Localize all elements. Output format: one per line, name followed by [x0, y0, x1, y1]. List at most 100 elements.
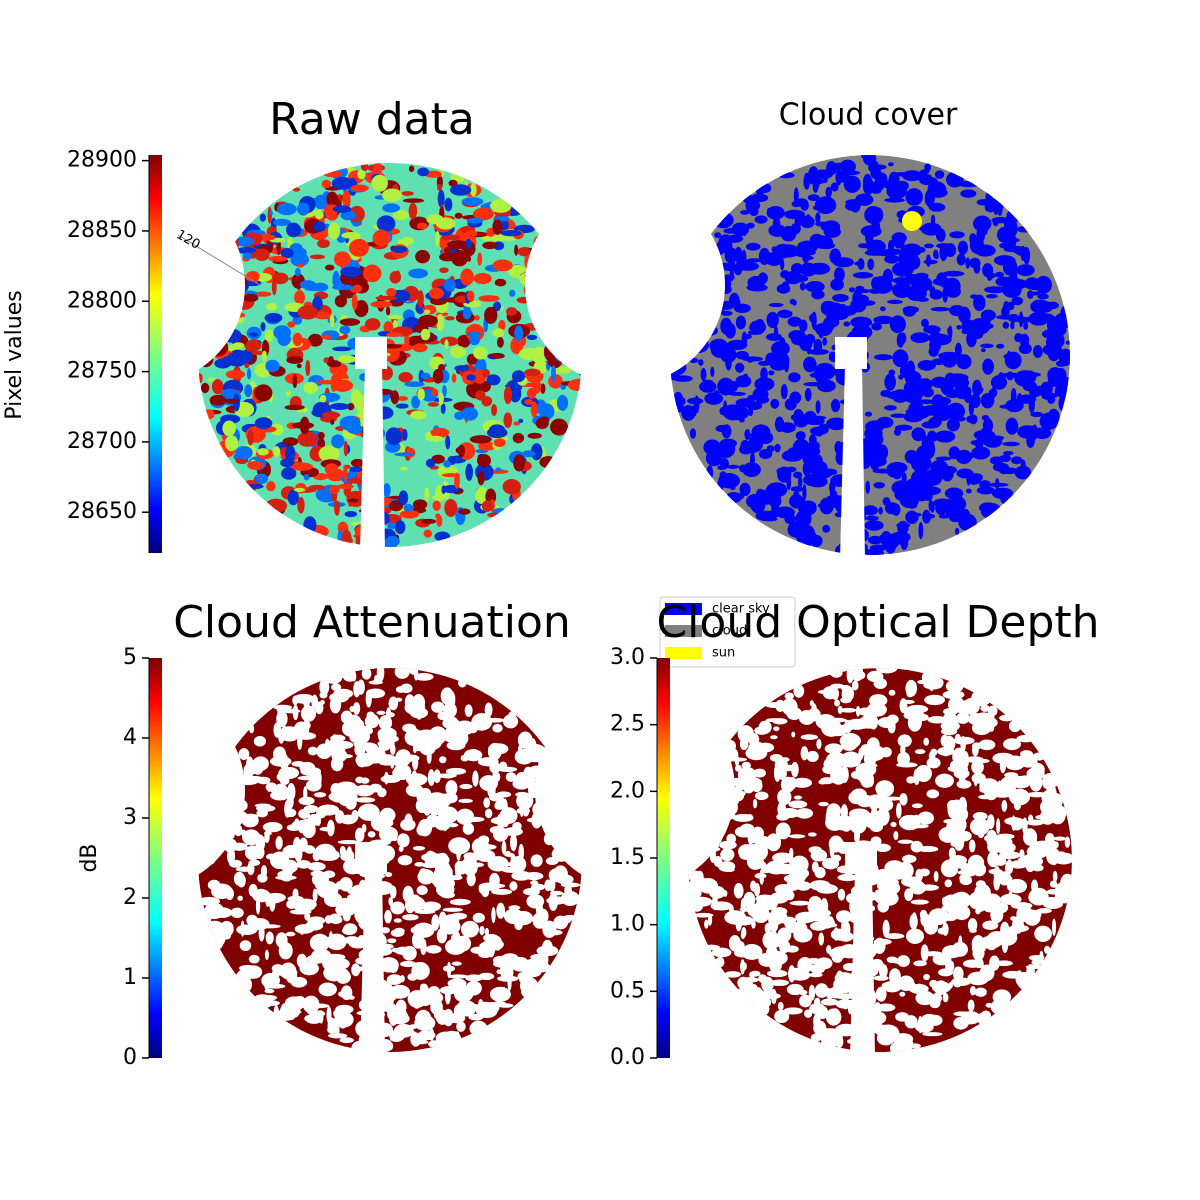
- sky-blob: [289, 860, 295, 875]
- sky-blob: [394, 520, 406, 535]
- sky-blob: [303, 381, 319, 394]
- sky-blob: [209, 394, 227, 406]
- sky-blob: [457, 678, 467, 688]
- sky-blob: [833, 946, 856, 952]
- sky-blob: [483, 797, 491, 808]
- sky-blob: [739, 444, 753, 455]
- sky-blob: [479, 925, 485, 936]
- sky-blob: [451, 961, 462, 966]
- colorbar-tick-label: 1.0: [610, 912, 645, 937]
- sky-blob: [854, 261, 864, 266]
- sky-blob: [843, 719, 852, 734]
- sky-blob: [1023, 828, 1038, 846]
- sky-blob: [768, 302, 784, 308]
- sky-blob: [436, 882, 455, 897]
- sky-blob: [795, 808, 814, 819]
- sky-blob: [350, 184, 369, 192]
- sky-blob: [265, 329, 274, 342]
- sky-blob: [493, 936, 503, 951]
- sky-blob: [296, 859, 311, 869]
- sky-blob: [722, 890, 728, 897]
- colorbar-tick-label: 28650: [67, 499, 137, 524]
- sky-blob: [525, 754, 544, 763]
- sky-blob: [728, 934, 741, 952]
- sky-blob: [512, 432, 524, 444]
- sky-blob: [789, 391, 802, 404]
- sky-blob: [1039, 412, 1059, 430]
- sky-blob: [766, 205, 785, 220]
- sky-blob: [923, 973, 930, 981]
- sky-blob: [427, 402, 439, 407]
- sky-blob: [780, 757, 790, 762]
- sky-blob: [887, 1034, 907, 1042]
- sky-blob: [420, 733, 443, 751]
- sky-blob: [272, 272, 289, 285]
- sky-blob: [235, 445, 253, 460]
- sky-blob: [448, 179, 458, 187]
- sky-blob: [430, 427, 450, 438]
- sky-blob: [479, 941, 498, 951]
- sky-blob: [313, 194, 329, 210]
- sky-blob: [291, 761, 306, 767]
- sky-blob: [382, 483, 391, 498]
- sky-blob: [768, 370, 775, 376]
- sky-blob: [952, 817, 964, 826]
- sky-blob: [443, 715, 458, 728]
- sky-blob: [758, 431, 774, 444]
- sky-blob: [746, 852, 764, 870]
- sky-blob: [809, 371, 831, 379]
- colorbar-tick-label: 0.5: [610, 978, 645, 1003]
- sky-blob: [261, 350, 267, 363]
- sky-blob: [999, 454, 1012, 463]
- sky-blob: [927, 181, 947, 198]
- sky-blob: [744, 428, 751, 440]
- sky-blob: [940, 859, 959, 878]
- sky-blob: [751, 919, 756, 929]
- sky-blob: [853, 294, 870, 303]
- sky-blob: [673, 391, 684, 407]
- sky-blob: [526, 387, 537, 399]
- sky-blob: [807, 476, 828, 488]
- sky-blob: [328, 484, 340, 494]
- sky-blob: [742, 777, 756, 794]
- sky-blob: [1030, 291, 1041, 296]
- sky-blob: [850, 316, 873, 329]
- sky-blob: [1023, 909, 1041, 926]
- sky-blob: [892, 172, 912, 177]
- sky-blob: [476, 453, 491, 468]
- sky-blob: [972, 812, 988, 821]
- sky-blob: [374, 674, 379, 683]
- sky-blob: [421, 518, 437, 524]
- sky-blob: [449, 734, 459, 745]
- sky-blob: [841, 305, 857, 316]
- sky-blob: [456, 1021, 466, 1032]
- sky-blob: [906, 928, 925, 944]
- sky-blob: [382, 188, 403, 202]
- sky-blob: [786, 983, 804, 996]
- sky-blob: [728, 904, 734, 915]
- sky-blob: [928, 500, 934, 512]
- sky-blob: [293, 693, 315, 704]
- sky-blob: [286, 899, 297, 910]
- colorbar-label: dB: [77, 843, 102, 872]
- sky-blob: [521, 450, 536, 458]
- sky-blob: [896, 180, 909, 191]
- sky-blob: [225, 369, 246, 379]
- sky-blob: [539, 403, 555, 420]
- colorbar-tick-label: 1.5: [610, 845, 645, 870]
- sky-blob: [443, 247, 452, 254]
- sky-blob: [888, 689, 896, 696]
- sky-blob: [409, 668, 418, 675]
- sky-blob: [431, 388, 439, 396]
- sky-blob: [726, 234, 744, 243]
- sky-blob: [429, 1028, 435, 1042]
- sky-blob: [897, 751, 910, 767]
- sky-blob: [466, 217, 484, 224]
- sky-blob: [815, 430, 824, 437]
- sky-blob: [517, 731, 533, 749]
- sky-blob: [1036, 908, 1052, 914]
- sky-blob: [375, 295, 398, 301]
- sky-blob: [466, 374, 476, 381]
- sky-blob: [712, 211, 734, 229]
- sky-blob: [794, 198, 809, 207]
